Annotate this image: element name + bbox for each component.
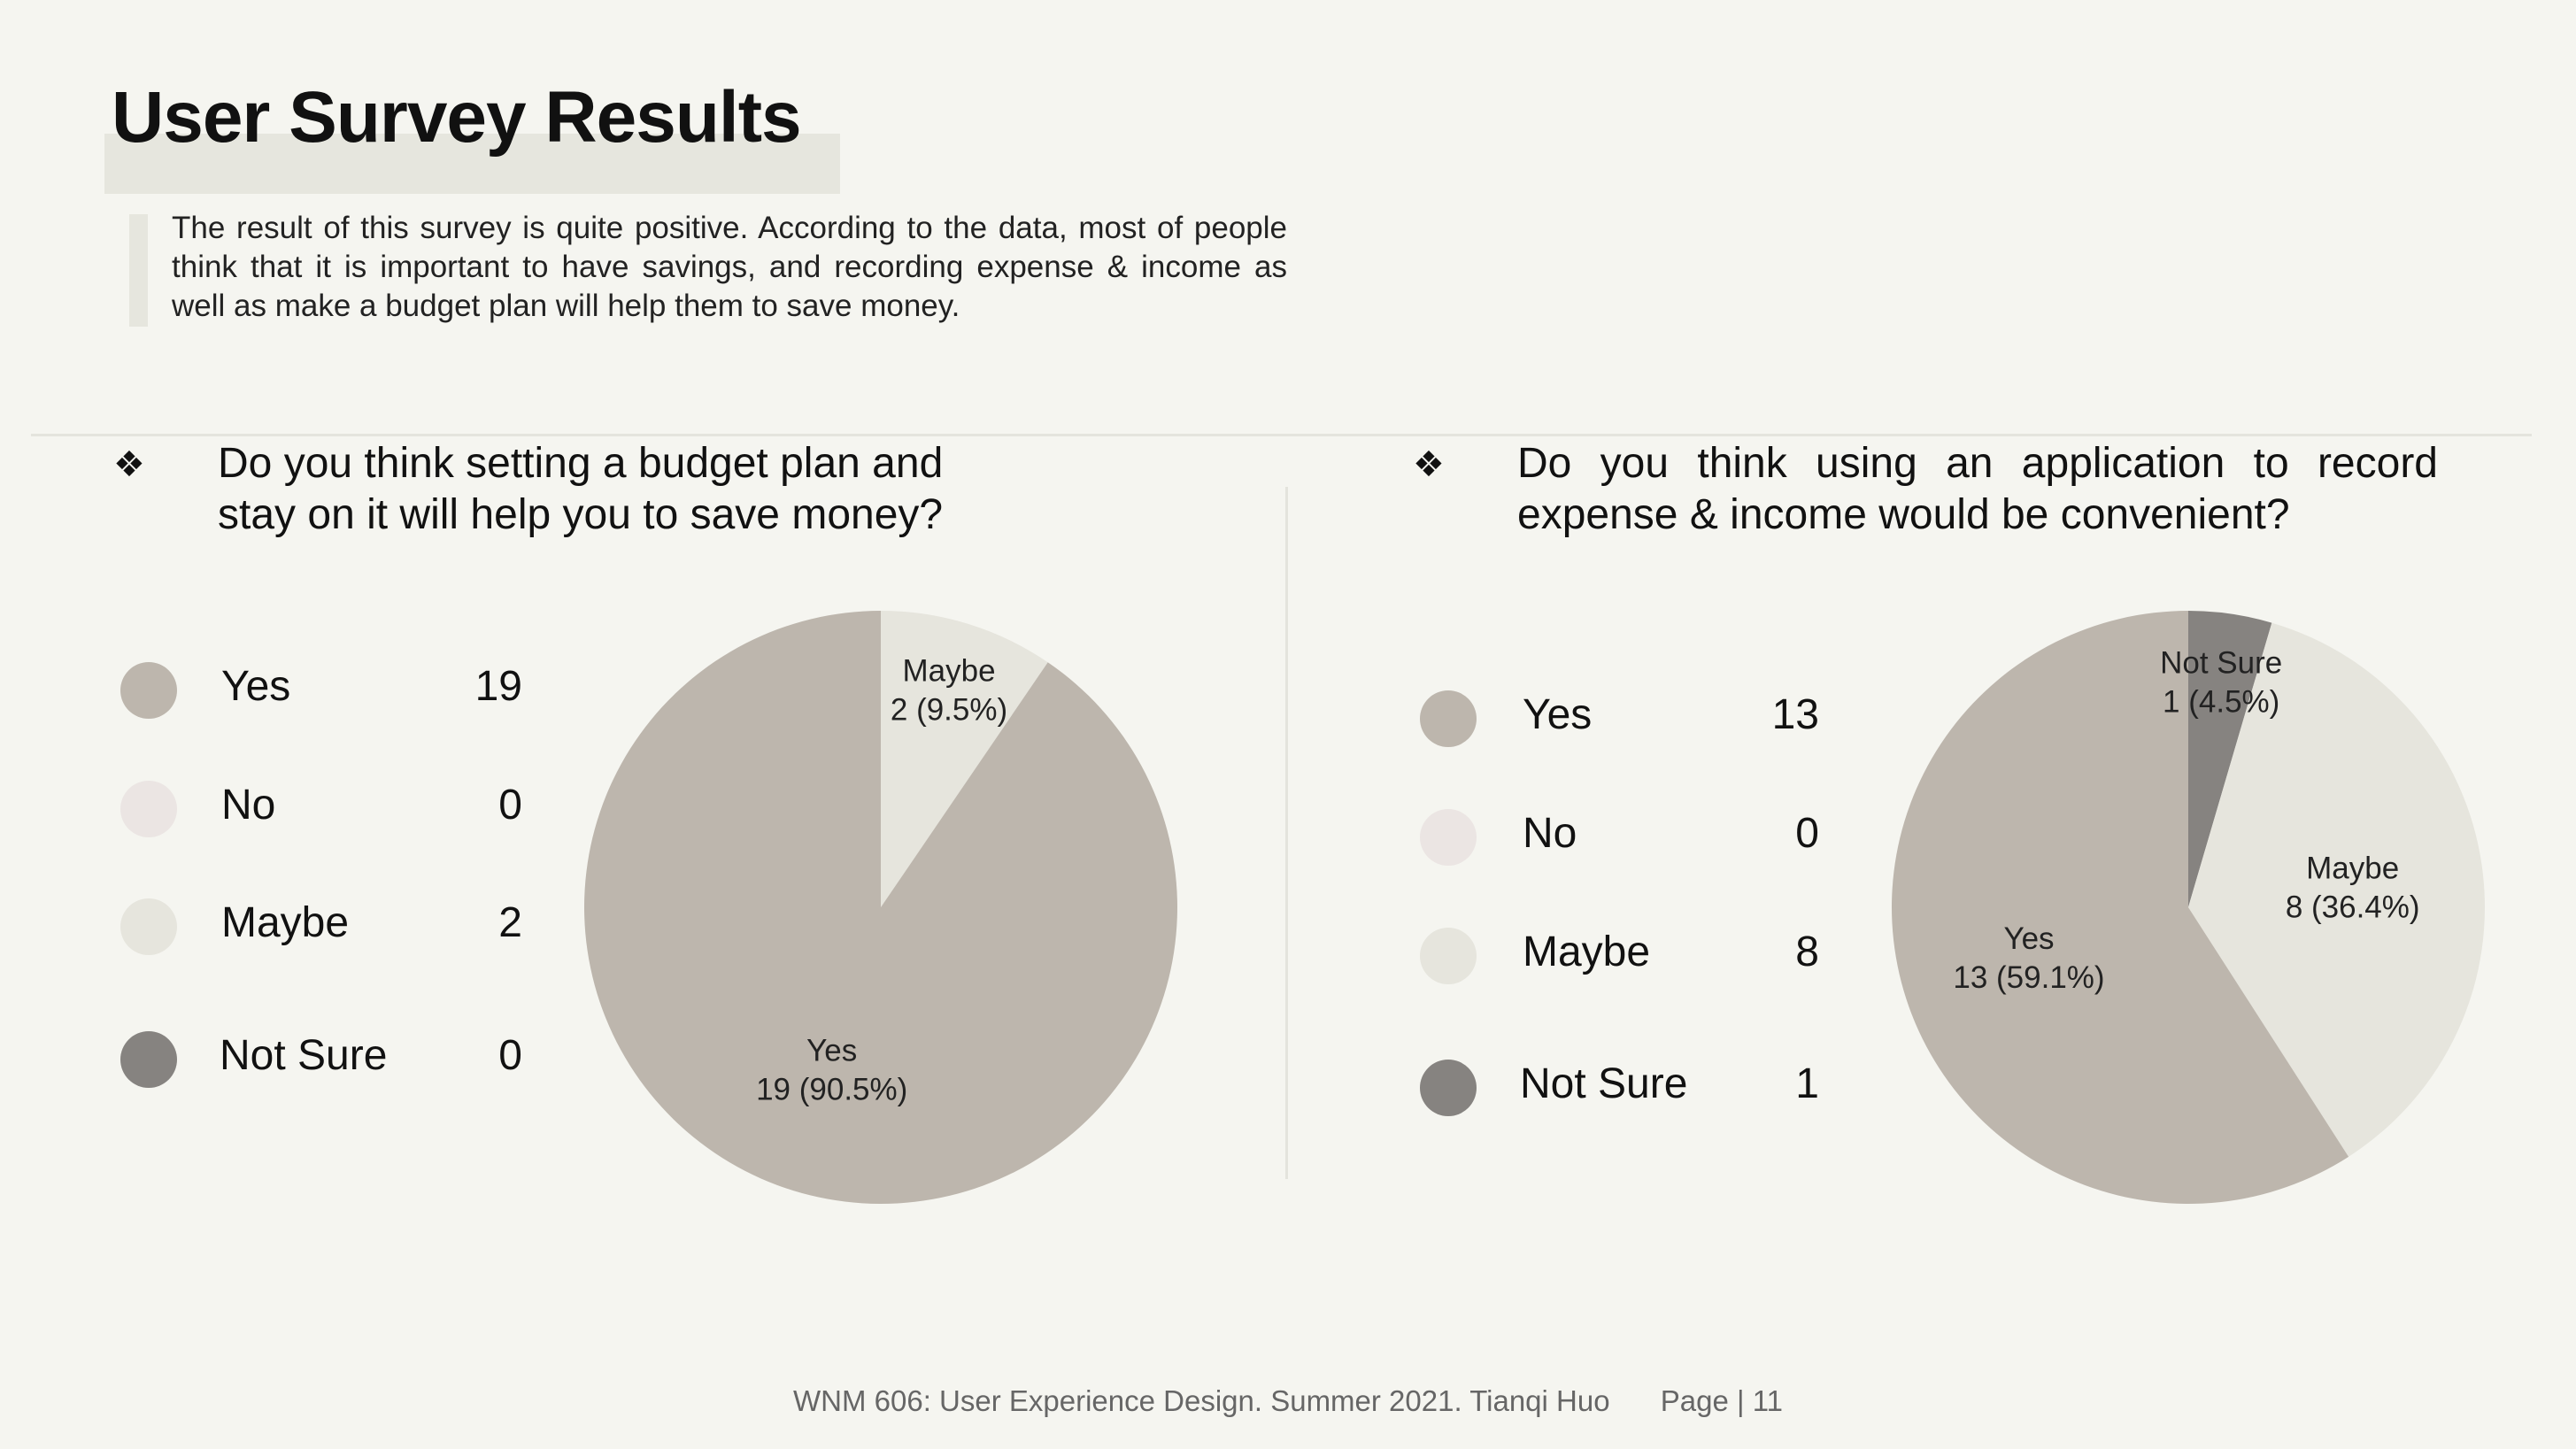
slice-label-not-sure: Not Sure [2160, 645, 2282, 680]
slice-value-yes: 13 (59.1%) [1953, 960, 2104, 995]
legend-count-maybe: 2 [498, 899, 522, 946]
legend-dot-yes [120, 662, 177, 719]
slice-value-maybe: 8 (36.4%) [2286, 890, 2420, 924]
legend-label-no: No [221, 782, 276, 829]
section-divider [31, 434, 2532, 436]
slice-label-yes: Yes [806, 1033, 857, 1067]
pie-slice-yes [1892, 611, 2349, 1204]
slice-value-not-sure: 1 (4.5%) [2163, 684, 2279, 719]
title-highlight-bar [104, 134, 840, 194]
footer: WNM 606: User Experience Design. Summer … [0, 1386, 2576, 1415]
legend-dot-no [120, 781, 177, 837]
legend-count-not-sure: 1 [1795, 1060, 1819, 1107]
pie-slice-yes [584, 611, 1177, 1204]
legend-label-no: No [1523, 810, 1577, 857]
legend-label-maybe: Maybe [1523, 929, 1651, 975]
legend-label-yes: Yes [1523, 691, 1593, 738]
legend-count-maybe: 8 [1795, 929, 1819, 975]
legend-dot-maybe [1420, 928, 1477, 984]
legend-dot-no [1420, 809, 1477, 866]
question-1: Do you think setting a budget plan and s… [218, 440, 944, 538]
pie-slice-maybe [2188, 622, 2485, 1157]
legend-dot-not-sure [1420, 1060, 1477, 1116]
pie-chart-1: Yes 19 (90.5%) Maybe 2 (9.5%) [584, 611, 1177, 1204]
footer-course: WNM 606: User Experience Design. Summer … [793, 1384, 1610, 1417]
legend-count-yes: 19 [474, 663, 522, 710]
pie-slice-maybe [881, 611, 1048, 907]
legend-count-no: 0 [1795, 810, 1819, 857]
slice-label-maybe: Maybe [902, 653, 995, 688]
legend-dot-yes [1420, 690, 1477, 747]
bullet-icon: ❖ [1413, 445, 1445, 484]
page-title: User Survey Results [112, 77, 802, 158]
intro-paragraph: The result of this survey is quite posit… [172, 211, 1287, 323]
slice-label-yes: Yes [2003, 921, 2054, 956]
legend-label-maybe: Maybe [221, 899, 350, 946]
legend-label-yes: Yes [221, 663, 291, 710]
slice-value-yes: 19 (90.5%) [756, 1072, 907, 1106]
slice-label-maybe: Maybe [2306, 851, 2399, 885]
legend-label-not-sure: Not Sure [1520, 1060, 1688, 1107]
legend-dot-maybe [120, 898, 177, 955]
legend-dot-not-sure [120, 1031, 177, 1088]
question-2: Do you think using an application to rec… [1517, 440, 2438, 538]
column-divider [1285, 487, 1288, 1179]
pie-slice-not-sure [2188, 611, 2272, 907]
intro-accent-rule [129, 214, 148, 327]
slice-value-maybe: 2 (9.5%) [891, 692, 1007, 727]
legend-label-not-sure: Not Sure [220, 1032, 388, 1079]
legend-count-not-sure: 0 [498, 1032, 522, 1079]
legend-count-yes: 13 [1771, 691, 1819, 738]
legend-count-no: 0 [498, 782, 522, 829]
pie-chart-2: Yes 13 (59.1%) Maybe 8 (36.4%) Not Sure 1 (4.… [1892, 611, 2485, 1204]
bullet-icon: ❖ [113, 445, 145, 484]
footer-page-number: Page | 11 [1660, 1384, 1783, 1417]
